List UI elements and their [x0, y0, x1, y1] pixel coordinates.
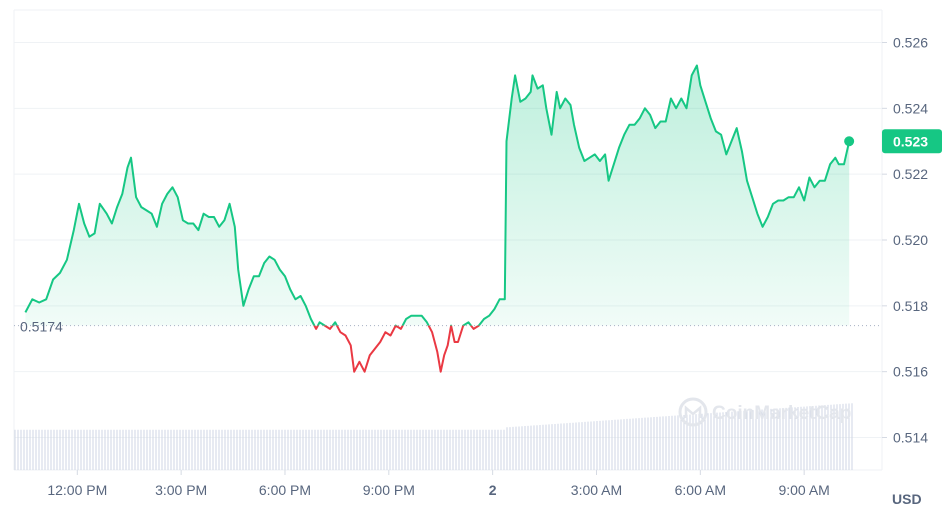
- x-tick-label: 3:00 PM: [155, 482, 207, 498]
- y-tick-label: 0.514: [893, 430, 928, 446]
- x-tick-label: 6:00 PM: [259, 482, 311, 498]
- y-axis: 0.526 0.524 0.522 0.520 0.518 0.516 0.514: [882, 35, 928, 446]
- reference-value-label: 0.5174: [20, 319, 63, 335]
- x-tick-label: 9:00 AM: [778, 482, 829, 498]
- price-line: [24, 64, 851, 373]
- watermark-text: CoinMarketCap: [712, 403, 851, 424]
- x-tick-label: 9:00 PM: [363, 482, 415, 498]
- price-area: [25, 65, 850, 326]
- last-price-label: 0.523: [893, 133, 928, 149]
- y-tick-label: 0.526: [893, 35, 928, 51]
- x-tick-label: 2: [489, 482, 497, 498]
- x-axis: 12:00 PM 3:00 PM 6:00 PM 9:00 PM 2 3:00 AM 6:0…: [47, 470, 830, 498]
- y-tick-label: 0.520: [893, 232, 928, 248]
- y-tick-label: 0.518: [893, 298, 928, 314]
- y-tick-label: 0.524: [893, 100, 928, 116]
- x-tick-label: 3:00 AM: [571, 482, 622, 498]
- price-area-fill: [25, 65, 850, 326]
- coinmarketcap-logo-icon: [678, 397, 708, 427]
- last-price-badge: 0.523: [882, 129, 942, 154]
- y-tick-label: 0.522: [893, 166, 928, 182]
- last-price-dot: [844, 136, 855, 147]
- coinmarketcap-logo-mark: [684, 405, 702, 418]
- currency-unit: USD: [892, 491, 922, 507]
- y-tick-label: 0.516: [893, 364, 928, 380]
- volume-bars: [14, 403, 853, 470]
- price-line-up: [24, 64, 851, 326]
- coinmarketcap-watermark: CoinMarketCap: [678, 397, 851, 427]
- price-line-down: [313, 325, 481, 373]
- x-tick-label: 12:00 PM: [47, 482, 107, 498]
- x-tick-label: 6:00 AM: [675, 482, 726, 498]
